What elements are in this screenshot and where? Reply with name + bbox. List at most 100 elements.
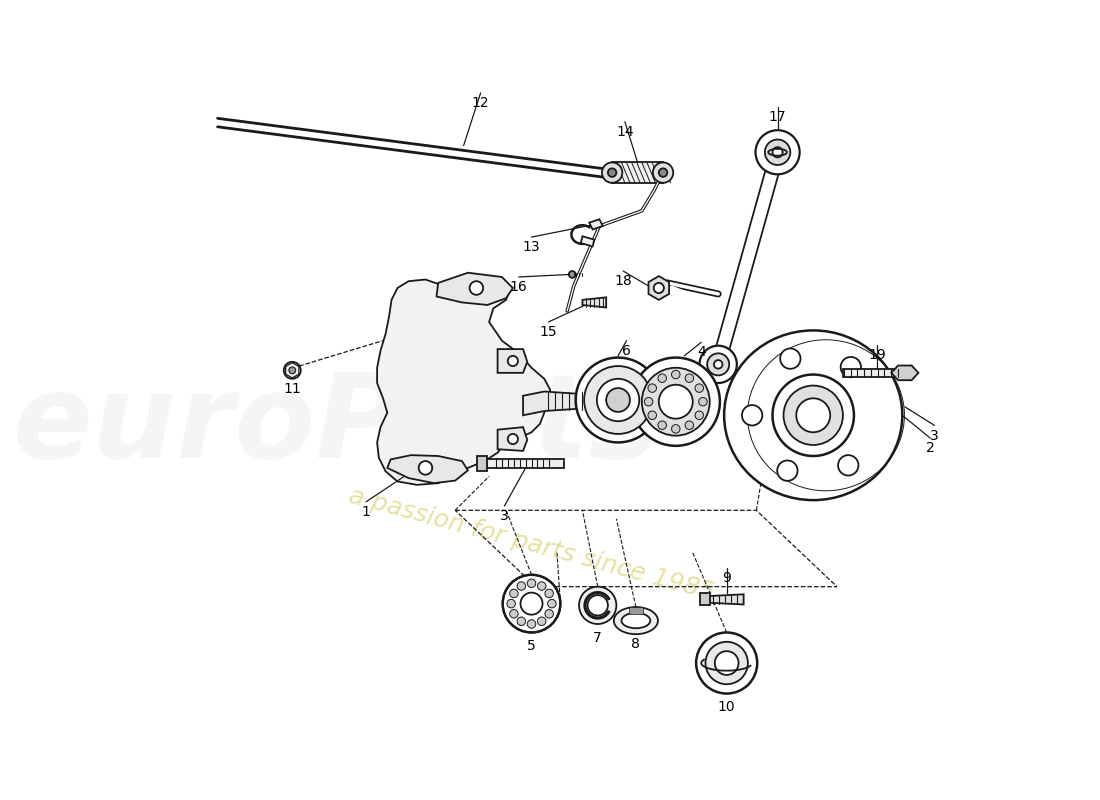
Circle shape [648,411,657,419]
Circle shape [764,139,790,165]
Circle shape [507,599,516,608]
Circle shape [659,385,693,418]
Circle shape [685,374,694,382]
Polygon shape [629,607,642,614]
Circle shape [579,586,616,624]
Text: 17: 17 [769,110,786,125]
Polygon shape [700,594,710,606]
Text: 16: 16 [510,280,528,294]
Circle shape [648,384,657,392]
Circle shape [783,386,843,445]
Text: 12: 12 [472,96,490,110]
Circle shape [284,362,300,378]
Circle shape [509,610,518,618]
Circle shape [606,388,630,412]
Circle shape [659,168,668,177]
Circle shape [641,368,710,436]
Circle shape [419,461,432,474]
Text: 3: 3 [931,429,939,442]
Circle shape [569,271,575,278]
Polygon shape [843,369,905,377]
Circle shape [700,346,737,383]
Polygon shape [387,455,468,483]
Text: 9: 9 [723,571,732,585]
Circle shape [503,574,560,633]
Text: a passion for parts since 1985: a passion for parts since 1985 [346,484,717,605]
Circle shape [544,590,553,598]
Circle shape [538,582,546,590]
Text: 1: 1 [362,505,371,519]
Circle shape [645,398,653,406]
Polygon shape [477,456,487,471]
Circle shape [707,354,729,375]
Circle shape [538,617,546,626]
Circle shape [671,425,680,433]
Circle shape [772,374,854,456]
Text: euroParts: euroParts [13,368,660,483]
Circle shape [658,374,667,382]
Circle shape [584,366,652,434]
Circle shape [695,384,704,392]
Circle shape [772,147,783,158]
Text: 19: 19 [868,348,886,362]
Polygon shape [497,349,527,373]
Polygon shape [437,273,513,305]
Text: 14: 14 [616,125,634,139]
Circle shape [840,357,861,378]
Circle shape [520,593,542,614]
Circle shape [756,130,800,174]
Circle shape [658,421,667,430]
Text: 2: 2 [926,442,935,455]
Ellipse shape [724,330,902,500]
Circle shape [653,162,673,182]
Polygon shape [377,277,550,485]
Circle shape [597,378,639,422]
Circle shape [796,398,830,432]
Circle shape [695,411,704,419]
Circle shape [671,370,680,378]
Circle shape [698,398,707,406]
Circle shape [517,617,526,626]
Polygon shape [286,362,299,378]
Polygon shape [649,276,669,300]
Circle shape [602,162,623,182]
Circle shape [715,651,738,675]
Circle shape [548,599,557,608]
Polygon shape [891,366,918,380]
Text: 3: 3 [500,510,509,523]
Circle shape [741,405,762,426]
Circle shape [780,349,801,369]
Polygon shape [522,391,608,415]
Text: 18: 18 [614,274,632,288]
Polygon shape [612,162,663,182]
Text: 11: 11 [284,382,301,396]
Circle shape [653,283,664,293]
Text: 10: 10 [718,700,736,714]
Circle shape [608,168,616,177]
Text: 6: 6 [623,344,631,358]
Circle shape [508,356,518,366]
Circle shape [544,610,553,618]
Circle shape [587,595,608,615]
Circle shape [631,358,719,446]
Circle shape [508,434,518,444]
Ellipse shape [614,607,658,634]
Ellipse shape [621,613,650,628]
Circle shape [527,579,536,587]
Circle shape [838,455,858,475]
Circle shape [575,358,660,442]
Text: 4: 4 [696,346,705,359]
Text: 5: 5 [527,639,536,653]
Polygon shape [590,219,603,230]
Circle shape [517,582,526,590]
Circle shape [685,421,694,430]
Text: 13: 13 [522,240,540,254]
Polygon shape [712,150,784,366]
Polygon shape [487,459,564,468]
Text: 15: 15 [540,325,558,339]
Circle shape [509,590,518,598]
Circle shape [289,367,296,374]
Circle shape [705,642,748,684]
Circle shape [527,620,536,628]
Circle shape [714,360,723,369]
